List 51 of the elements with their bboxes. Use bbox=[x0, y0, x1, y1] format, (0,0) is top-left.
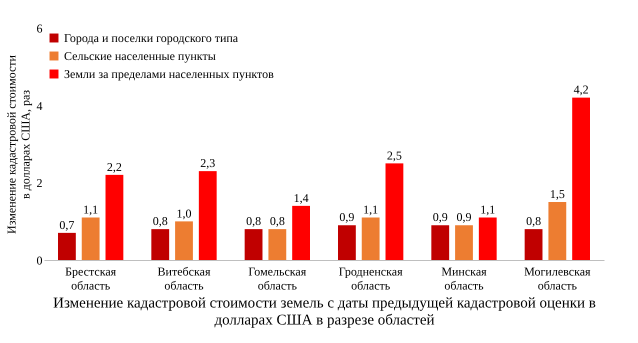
data-label: 0,9 bbox=[456, 210, 472, 224]
data-label: 1,0 bbox=[176, 206, 192, 220]
legend-label: Города и поселки городского типа bbox=[64, 31, 239, 45]
bar bbox=[386, 163, 404, 260]
bar bbox=[175, 221, 193, 260]
x-tick-label: Гродненская область bbox=[338, 264, 404, 292]
data-label: 0,8 bbox=[152, 214, 168, 228]
data-label: 1,1 bbox=[83, 202, 98, 216]
data-label: 2,3 bbox=[200, 156, 216, 170]
bar bbox=[151, 229, 170, 260]
x-tick-label: Могилевская область bbox=[524, 264, 592, 292]
data-label: 0,8 bbox=[246, 214, 262, 228]
x-tick-label: Гомельская область bbox=[248, 264, 307, 292]
bar bbox=[198, 171, 217, 260]
bar bbox=[292, 206, 310, 260]
bar bbox=[524, 229, 542, 260]
y-axis-title: Изменение кадастровой стоимости в долларах США, раз bbox=[4, 54, 32, 234]
legend-label: Сельские населенные пункты bbox=[64, 49, 216, 63]
data-label: 1,5 bbox=[550, 187, 565, 201]
x-tick-label: Брестская область bbox=[65, 264, 117, 292]
x-tick-label: Витебская область bbox=[158, 264, 211, 292]
data-label: 1,4 bbox=[294, 190, 309, 205]
data-label: 0,9 bbox=[432, 210, 448, 224]
legend-label: Земли за пределами населенных пунктов bbox=[64, 67, 274, 81]
bar bbox=[106, 174, 124, 260]
bar bbox=[572, 98, 590, 260]
data-label: 0,7 bbox=[59, 218, 74, 232]
bar bbox=[244, 229, 262, 260]
data-label: 1,1 bbox=[480, 202, 496, 216]
bar bbox=[268, 229, 286, 260]
bar bbox=[478, 217, 497, 260]
bar bbox=[431, 225, 450, 260]
y-tick-label: 0 bbox=[36, 254, 42, 268]
bar bbox=[82, 217, 100, 260]
data-label: 0,8 bbox=[270, 214, 285, 228]
bar bbox=[455, 225, 473, 260]
data-label: 2,2 bbox=[106, 160, 122, 174]
x-axis-title: Изменение кадастровой стоимости земель с даты предыдущей кадастровой оценки в долларах США в разрезе областей bbox=[53, 296, 596, 328]
y-tick-label: 6 bbox=[36, 22, 42, 36]
x-tick-label: Минская область bbox=[441, 264, 488, 292]
bar bbox=[548, 202, 566, 260]
bar bbox=[362, 217, 380, 260]
y-tick-label: 2 bbox=[36, 176, 42, 190]
data-label: 0,9 bbox=[339, 210, 354, 224]
bar bbox=[338, 225, 356, 260]
data-label: 2,5 bbox=[386, 148, 402, 162]
data-label: 4,2 bbox=[574, 82, 589, 97]
bar bbox=[58, 232, 76, 260]
y-tick-label: 4 bbox=[36, 98, 42, 113]
data-label: 0,8 bbox=[526, 214, 542, 228]
data-label: 1,1 bbox=[363, 202, 378, 216]
